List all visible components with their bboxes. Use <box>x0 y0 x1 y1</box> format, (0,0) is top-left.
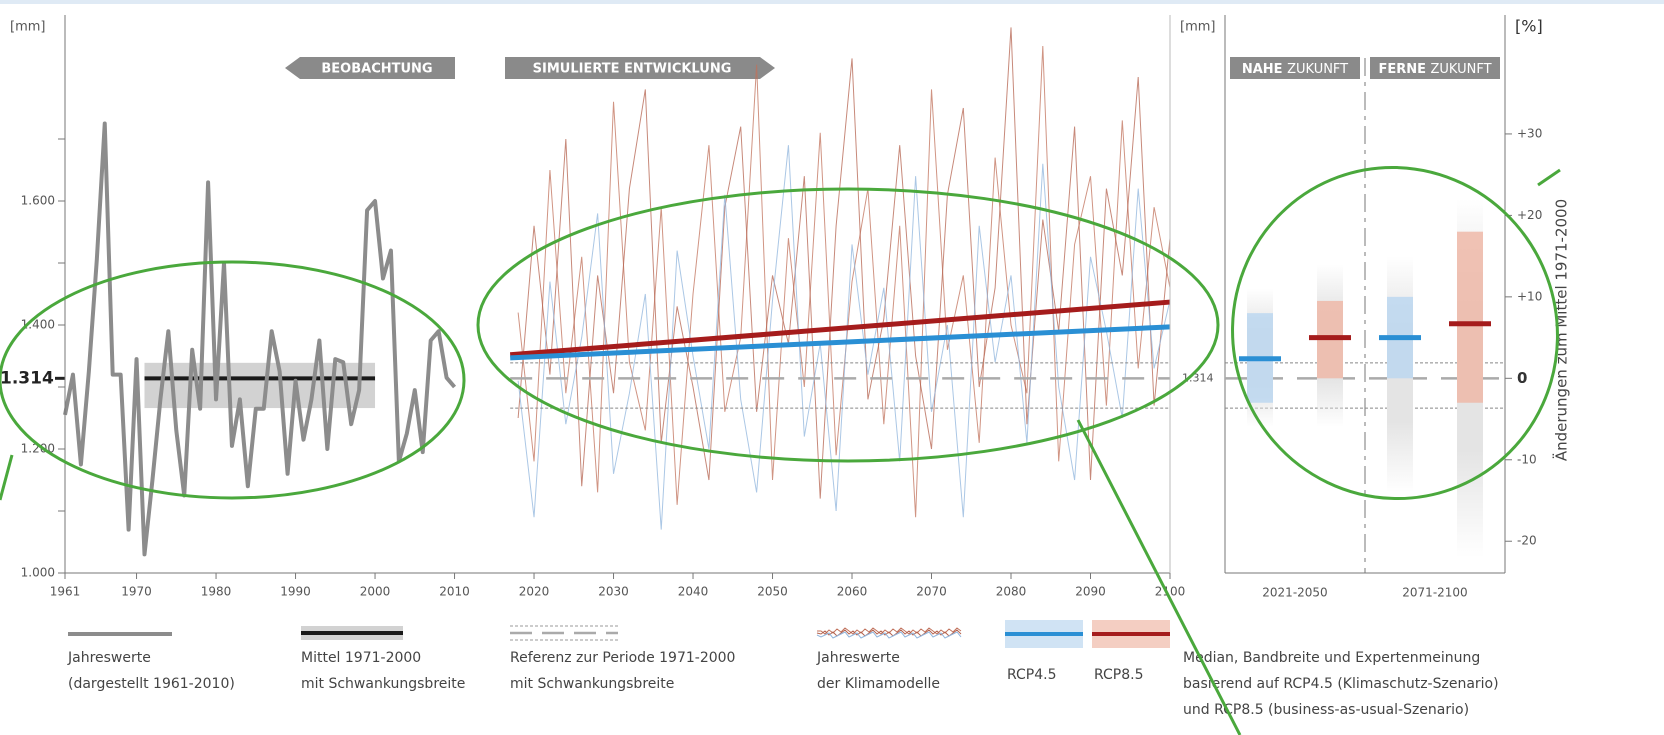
mean-band <box>144 362 376 409</box>
top-strip <box>0 0 1664 4</box>
observation-line <box>63 121 457 557</box>
model-run <box>517 145 1170 530</box>
legend-text: Jahreswerte <box>816 650 900 666</box>
model-runs <box>517 27 1170 530</box>
x-tick-label: 2071-2100 <box>1402 586 1467 600</box>
legend-text: mit Schwankungsbreite <box>510 676 674 692</box>
x-tick-label: 1990 <box>280 585 311 599</box>
x-tick-label: 2030 <box>598 585 629 599</box>
y-unit: [mm] <box>1180 20 1215 35</box>
header-bold: NAHE <box>1242 62 1283 77</box>
y2-tick-label: -20 <box>1517 534 1537 548</box>
pointer-line <box>0 454 14 501</box>
phase-text: SIMULIERTE ENTWICKLUNG <box>533 62 732 77</box>
y-unit: [mm] <box>10 20 45 35</box>
y-tick-label: 1.600 <box>21 194 55 208</box>
period-header-text: NAHE ZUKUNFT <box>1242 62 1348 77</box>
y2-tick-label: 0 <box>1517 369 1527 387</box>
phase-arrow <box>505 57 775 79</box>
box <box>1457 231 1483 403</box>
highlight-ellipse <box>476 187 1220 463</box>
legend-text: Jahreswerte <box>67 650 151 666</box>
y2-tick-label: -10 <box>1517 452 1537 466</box>
y-tick-label: 1.000 <box>21 566 55 580</box>
legend-text: Referenz zur Periode 1971-2000 <box>510 650 735 666</box>
y2-title: Änderungen zum Mittel 1971-2000 <box>1552 199 1571 461</box>
x-tick-label: 1961 <box>50 585 81 599</box>
legend-text: und RCP8.5 (business-as-usual-Szenario) <box>1183 702 1469 718</box>
period-header <box>1370 57 1500 79</box>
period-header-text: FERNE ZUKUNFT <box>1378 62 1491 77</box>
legend-text: RCP8.5 <box>1094 667 1144 683</box>
header-normal: ZUKUNFT <box>1287 62 1348 77</box>
y2-unit: [%] <box>1515 17 1543 36</box>
period-header <box>1230 57 1360 79</box>
header-normal: ZUKUNFT <box>1431 62 1492 77</box>
legend-text: Mittel 1971-2000 <box>301 650 421 666</box>
legend-text: RCP4.5 <box>1007 667 1057 683</box>
reference-label: 1.314 <box>1182 371 1214 384</box>
x-tick-label: 1970 <box>121 585 152 599</box>
x-tick-label: 1980 <box>201 585 232 599</box>
legend-text: mit Schwankungsbreite <box>301 676 465 692</box>
phase-arrow <box>285 57 455 79</box>
highlight-ellipse <box>0 260 466 500</box>
highlight-ellipse <box>1231 165 1559 501</box>
x-tick-label: 2050 <box>757 585 788 599</box>
x-tick-label: 2020 <box>519 585 550 599</box>
phase-label: BEOBACHTUNG <box>285 57 455 79</box>
y2-tick-label: +30 <box>1517 126 1542 140</box>
trend-line <box>510 324 1171 361</box>
annotations <box>0 165 1561 735</box>
x-tick-label: 2060 <box>837 585 868 599</box>
pointer-line <box>1076 419 1242 735</box>
x-tick-label: 2021-2050 <box>1262 586 1327 600</box>
legend-text: Median, Bandbreite und Expertenmeinung <box>1183 650 1480 666</box>
x-tick-label: 2040 <box>678 585 709 599</box>
model-run <box>517 45 1170 518</box>
y2-tick-label: +10 <box>1517 289 1542 303</box>
phase-label: SIMULIERTE ENTWICKLUNG <box>505 57 775 79</box>
main-plot: [mm] BEOBACHTUNG SIMULIERTE ENTWICKLUNG 1.3… <box>0 15 1185 599</box>
legend-swatch <box>816 629 962 637</box>
x-tick-label: 2100 <box>1155 585 1186 599</box>
x-tick-label: 2080 <box>996 585 1027 599</box>
x-tick-label: 2000 <box>360 585 391 599</box>
phase-text: BEOBACHTUNG <box>321 62 432 77</box>
x-tick-label: 2010 <box>439 585 470 599</box>
pointer-line <box>1537 168 1561 187</box>
header-bold: FERNE <box>1378 62 1426 77</box>
legend: Jahreswerte (dargestellt 1961-2010) Mittel… <box>67 620 1499 718</box>
x-tick-label: 2070 <box>916 585 947 599</box>
legend-text: basierend auf RCP4.5 (Klimaschutz-Szenar… <box>1183 676 1499 692</box>
legend-text: der Klimamodelle <box>817 676 940 692</box>
legend-swatch <box>816 631 962 639</box>
x-tick-label: 2090 <box>1075 585 1106 599</box>
legend-text: (dargestellt 1961-2010) <box>68 676 235 692</box>
side-plot: [mm] [%] Änderungen zum Mittel 1971-2000 1.… <box>1180 15 1571 600</box>
model-run <box>517 27 1170 499</box>
reference-label: 1.314 <box>0 368 54 388</box>
trend-line <box>509 299 1171 358</box>
y2-tick-label: +20 <box>1517 208 1542 222</box>
legend-swatch <box>817 627 962 635</box>
